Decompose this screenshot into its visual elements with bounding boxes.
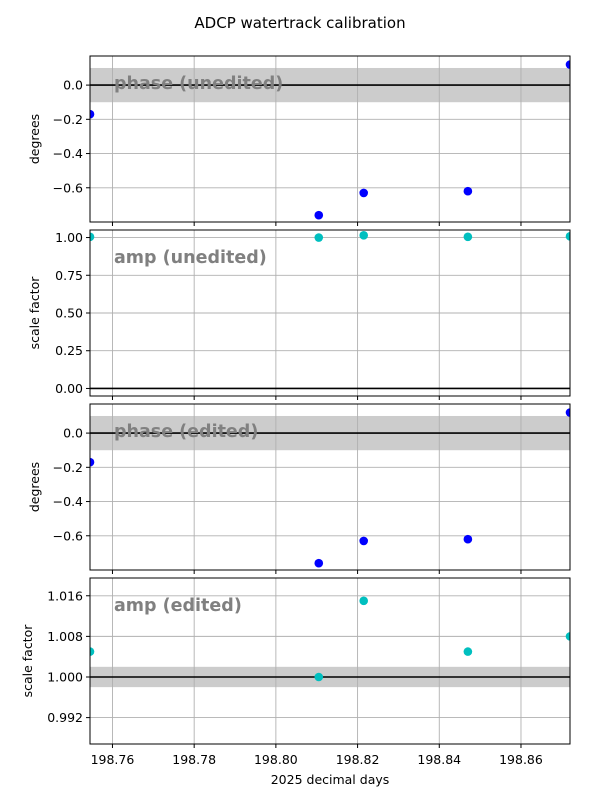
data-point — [90, 457, 95, 467]
plot-area-amp-edited — [90, 578, 570, 744]
y-axis-label: degrees — [27, 114, 42, 164]
data-point — [314, 672, 324, 682]
data-point — [463, 186, 473, 196]
data-point — [359, 536, 369, 546]
y-tick-label: 0.00 — [55, 381, 83, 396]
y-axis-label: scale factor — [20, 624, 35, 698]
x-tick-label: 198.78 — [172, 752, 216, 767]
x-tick-label: 198.86 — [499, 752, 543, 767]
y-tick-label: −0.2 — [53, 112, 83, 127]
y-tick-label: 0.50 — [55, 306, 83, 321]
data-point — [90, 109, 95, 119]
y-tick-label: 0.992 — [47, 710, 83, 725]
plot-area-amp-unedited — [90, 230, 570, 396]
y-tick-label: 0.0 — [63, 426, 83, 441]
x-tick-label: 198.84 — [417, 752, 461, 767]
panel-title: phase (edited) — [114, 422, 258, 442]
y-tick-label: 0.0 — [63, 78, 83, 93]
y-axis-label: degrees — [27, 462, 42, 512]
data-point — [314, 558, 324, 568]
data-point — [90, 647, 95, 656]
panel-amp-edited: amp (edited) 198.76 198.78 198.80 198.82 198.… — [20, 577, 571, 767]
y-tick-label: −0.6 — [53, 180, 83, 195]
data-point — [565, 632, 570, 641]
data-point — [463, 647, 473, 656]
data-point — [463, 534, 473, 544]
data-point — [359, 188, 369, 198]
panel-title: phase (unedited) — [114, 74, 283, 94]
data-point — [565, 232, 570, 241]
axes-frame — [89, 577, 571, 745]
data-point — [565, 60, 570, 69]
panel-amp-unedited: amp (unedited) 0.00 0.25 0.50 0.75 1.00 scale … — [27, 229, 571, 400]
axes-frame — [89, 55, 571, 223]
y-tick-label: 1.000 — [47, 669, 83, 684]
panel-phase-unedited: phase (unedited) −0.6 −0.4 −0.2 0.0 degrees — [27, 55, 571, 226]
x-tick-label: 198.82 — [336, 752, 380, 767]
data-point — [463, 232, 473, 242]
y-tick-label: 1.008 — [47, 629, 83, 644]
x-tick-label: 198.76 — [91, 752, 135, 767]
plot-area-phase-unedited — [90, 56, 570, 222]
plot-area-phase-edited — [90, 404, 570, 570]
data-point — [359, 230, 369, 240]
data-point — [565, 408, 570, 417]
axes-frame — [89, 403, 571, 571]
y-tick-label: 1.016 — [47, 588, 83, 603]
y-tick-label: 0.75 — [55, 268, 83, 283]
panels: phase (unedited) −0.6 −0.4 −0.2 0.0 degrees am… — [20, 55, 571, 767]
data-point — [314, 233, 324, 242]
panel-phase-edited: phase (edited) −0.6 −0.4 −0.2 0.0 degrees — [27, 403, 571, 574]
suptitle: ADCP watertrack calibration — [194, 14, 405, 32]
y-tick-label: 0.25 — [55, 343, 83, 358]
panel-title: amp (edited) — [114, 596, 242, 616]
y-tick-label: −0.6 — [53, 528, 83, 543]
y-tick-label: −0.4 — [53, 494, 83, 509]
x-tick-label: 198.80 — [254, 752, 298, 767]
data-point — [359, 596, 369, 606]
x-axis-label: 2025 decimal days — [271, 772, 390, 787]
panel-title: amp (unedited) — [114, 248, 267, 268]
y-tick-label: 1.00 — [55, 230, 83, 245]
y-axis-label: scale factor — [27, 276, 42, 350]
data-point — [314, 210, 324, 220]
y-tick-label: −0.2 — [53, 460, 83, 475]
data-point — [90, 232, 95, 242]
y-tick-label: −0.4 — [53, 146, 83, 161]
